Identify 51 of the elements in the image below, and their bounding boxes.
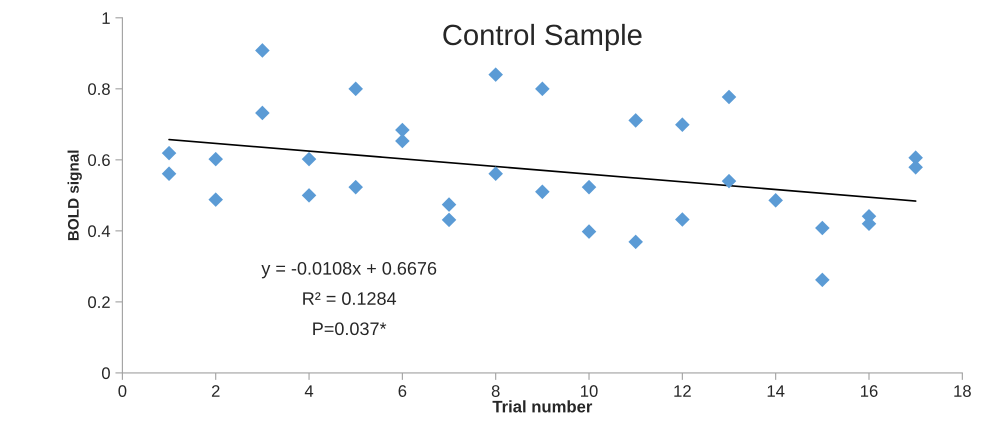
x-tick-label: 18 (954, 385, 971, 397)
y-tick-label: 0.2 (88, 296, 110, 308)
point (442, 197, 456, 212)
point (582, 224, 596, 239)
point (348, 180, 363, 194)
point (302, 188, 316, 203)
chart-title: Control Sample (443, 24, 642, 52)
point (442, 212, 456, 228)
x-tick-label: 8 (492, 385, 500, 397)
point (768, 193, 783, 208)
x-tick-label: 12 (674, 385, 691, 397)
x-tick-label: 0 (118, 385, 126, 397)
x-tick-label: 14 (768, 385, 784, 397)
point (162, 146, 176, 160)
point (628, 234, 643, 250)
point (348, 82, 363, 96)
y-tick-label: 0 (102, 367, 110, 380)
point (722, 174, 736, 188)
point (675, 117, 690, 132)
x-axis-title: Trial number (492, 400, 592, 412)
annotation: P=0.037* (313, 322, 386, 336)
point (302, 152, 316, 166)
annotation: y = -0.0108x + 0.6676 (261, 262, 436, 278)
x-tick-label: 4 (304, 385, 314, 397)
y-tick-label: 0.6 (88, 154, 110, 166)
x-tick-label: 2 (212, 385, 220, 397)
point (395, 134, 410, 148)
x-tick-label: 6 (398, 385, 406, 397)
point (722, 90, 736, 104)
y-tick-label: 0.4 (88, 225, 110, 238)
point (815, 272, 830, 288)
x-tick-label: 16 (861, 385, 878, 397)
point (535, 82, 550, 96)
annotation: R² = 0.1284 (303, 292, 396, 305)
y-axis-title: BOLD signal (68, 150, 82, 240)
point (255, 43, 270, 58)
point (582, 180, 596, 194)
point (488, 166, 503, 181)
point (162, 166, 176, 181)
point (628, 113, 643, 128)
point (395, 122, 410, 138)
x-tick-label: 10 (581, 385, 598, 397)
y-tick-label: 0.8 (88, 83, 110, 96)
point (675, 212, 690, 227)
y-tick-label: 1 (102, 12, 110, 24)
point (488, 67, 503, 82)
point (255, 106, 270, 120)
point (535, 184, 550, 200)
point (208, 192, 223, 207)
point (208, 152, 223, 166)
point (815, 220, 830, 236)
